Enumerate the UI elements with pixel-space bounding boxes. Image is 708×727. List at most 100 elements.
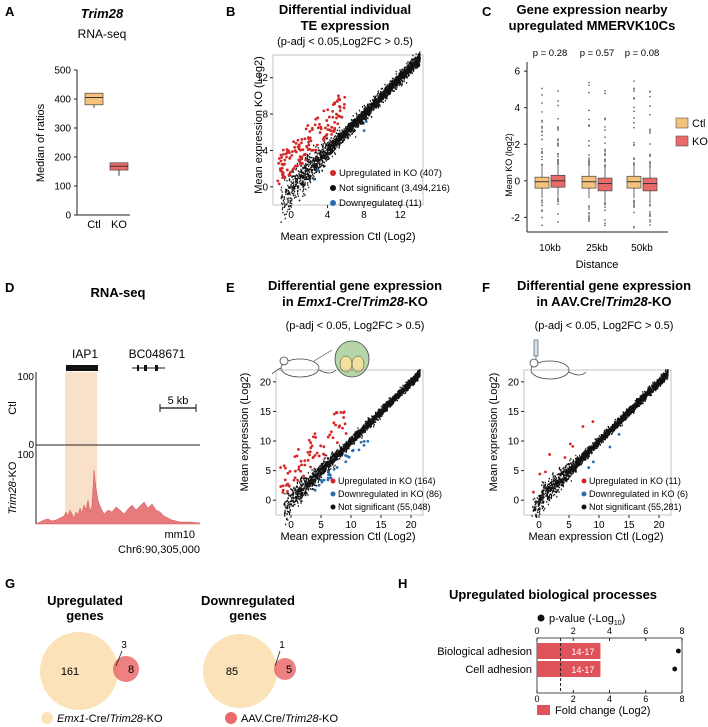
- panel-e-up-point: [303, 463, 307, 467]
- panel-g-legend-aav-dot: [225, 712, 237, 724]
- panel-b-up-point: [337, 97, 341, 100]
- panel-c-box-ko: [597, 177, 613, 192]
- panel-a-subtitle: RNA-seq: [78, 27, 127, 41]
- panel-d-track2-max: 100: [17, 450, 34, 461]
- panel-b-up-point: [283, 162, 286, 166]
- panel-c-pvalue-25kb: p = 0.57: [580, 48, 615, 59]
- panel-b-up-point: [300, 138, 304, 141]
- panel-h-bottom-tick-label: 6: [643, 694, 648, 704]
- panel-c-title-line1: Gene expression nearby: [516, 2, 668, 17]
- panel-b-up-point: [343, 95, 347, 99]
- panel-b-up-point: [301, 148, 305, 152]
- panel-e-up-point: [306, 450, 310, 454]
- panel-e-down-point: [344, 453, 347, 457]
- panel-f-scatter: [531, 369, 669, 518]
- panel-d-track1-min: 0: [28, 440, 34, 451]
- panel-e-up-point: [295, 454, 299, 458]
- panel-e-up-point: [309, 446, 313, 450]
- panel-c-box-ko: [642, 177, 658, 192]
- panel-d-gene-iap1-track: [66, 365, 98, 371]
- panel-e-down-point: [366, 439, 370, 443]
- panel-g-down-emx1-circle: [203, 634, 277, 708]
- panel-b-up-point: [313, 123, 317, 127]
- panel-d-ko-coverage: [35, 469, 201, 525]
- panel-c: Gene expression nearby upregulated MMERV…: [504, 2, 708, 271]
- panel-a-ytick-label: 500: [54, 66, 71, 77]
- panel-a-ylabel: Median of ratios: [35, 103, 47, 182]
- panel-c-ytick-label: 0: [514, 176, 520, 187]
- panel-c-xtick-10kb: 10kb: [539, 243, 561, 254]
- panel-b-up-point: [302, 153, 306, 157]
- panel-e-up-point: [286, 490, 289, 493]
- panel-e-up-point: [293, 476, 297, 480]
- panel-c-ylabel: Mean KO (log2): [504, 133, 514, 197]
- panel-b-ytick-label: 8: [262, 110, 268, 121]
- panel-e-up-point: [335, 411, 339, 415]
- panel-b-xtick-label: 4: [325, 210, 331, 221]
- panel-h-top-tick-label: 2: [571, 626, 576, 636]
- panel-b-subtitle: (p-adj < 0.05,Log2FC > 0.5): [277, 36, 413, 48]
- panel-e-up-point: [294, 469, 297, 473]
- panel-f-up-point: [571, 444, 575, 448]
- panel-b-up-point: [335, 112, 338, 116]
- panel-b-up-point: [297, 143, 301, 147]
- panel-e-up-point: [329, 430, 333, 434]
- panel-g-up-title-line1: Upregulated: [47, 593, 123, 608]
- panel-d-track1-max: 100: [17, 372, 34, 383]
- panel-a-ytick-label: 300: [54, 124, 71, 135]
- panel-e-down-point: [326, 478, 330, 482]
- panel-b-up-point: [281, 170, 284, 174]
- panel-f-up-point: [563, 456, 567, 459]
- panel-b-up-point: [307, 137, 311, 141]
- panel-label-h: H: [398, 576, 407, 591]
- panel-g-up-aav-circle: [113, 656, 139, 682]
- panel-a-ytick-label: 200: [54, 153, 71, 164]
- mouse-injection-icon: [529, 339, 587, 380]
- panel-b-up-point: [337, 94, 340, 98]
- panel-e-up-point: [297, 447, 300, 451]
- panel-e-xtick-label: 0: [288, 520, 294, 531]
- panel-b-up-point: [293, 145, 297, 149]
- panel-f-up-point: [568, 442, 572, 446]
- panel-b-up-point: [326, 123, 330, 127]
- panel-f-not-significant-points: [531, 369, 669, 518]
- panel-e-up-point: [334, 423, 338, 427]
- panel-b-down-point: [364, 120, 368, 123]
- panel-e-up-point: [284, 466, 287, 470]
- panel-e-up-point: [303, 459, 307, 463]
- panel-e-up-point: [314, 436, 318, 439]
- panel-label-b: B: [226, 4, 235, 19]
- panel-c-outliers: [588, 81, 590, 222]
- panel-d-scale-label: 5 kb: [168, 395, 189, 407]
- panel-e-up-point: [306, 458, 310, 462]
- panel-b-not-significant-points: [280, 51, 421, 223]
- panel-g-down-aav-circle: [274, 658, 296, 680]
- panel-e-up-point: [286, 482, 290, 486]
- panel-e-up-point: [308, 453, 311, 457]
- panel-h-bar-cell-adhesion: [537, 661, 601, 677]
- panel-c-boxes: [534, 80, 658, 229]
- panel-a-ytick-label: 400: [54, 95, 71, 106]
- panel-c-outliers: [557, 90, 559, 223]
- panel-e-up-point: [343, 422, 347, 426]
- panel-b-up-point: [285, 150, 289, 154]
- mouse-brain-icon: [271, 340, 370, 378]
- panel-b-up-point: [298, 155, 302, 159]
- panel-e-up-point: [302, 474, 305, 478]
- panel-f-legend-up: Upregulated in KO (11): [589, 476, 681, 486]
- panel-e-up-point: [297, 465, 301, 469]
- panel-a-xtick-ctl: Ctl: [87, 219, 100, 231]
- panel-b-up-point: [330, 132, 333, 136]
- panel-e-xlabel: Mean expression Ctl (Log2): [280, 531, 415, 543]
- panel-b-up-point: [280, 166, 284, 170]
- panel-e-up-point: [332, 421, 336, 425]
- panel-e-down-point: [327, 470, 331, 474]
- panel-c-outliers: [649, 90, 651, 226]
- panel-f-xtick-label: 0: [536, 520, 542, 531]
- panel-b-up-point: [280, 155, 284, 159]
- panel-b-up-point: [342, 106, 346, 110]
- panel-e-legend-down: Downregulated in KO (86): [338, 489, 442, 499]
- panel-h-top-tick-label: 8: [679, 626, 684, 636]
- panel-f-legend-ns-dot: [581, 504, 587, 510]
- panel-b-down-point: [362, 129, 366, 132]
